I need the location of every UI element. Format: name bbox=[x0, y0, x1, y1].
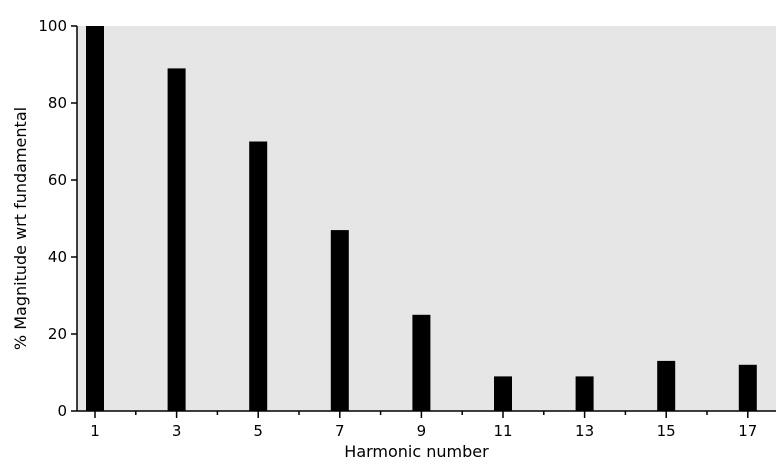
x-tick-label: 3 bbox=[172, 422, 182, 440]
bars bbox=[86, 26, 757, 412]
x-tick-label: 13 bbox=[575, 422, 594, 440]
bar-harmonic-3 bbox=[167, 68, 186, 412]
y-axis-ticks: 0 20 40 60 80 100 bbox=[38, 17, 77, 420]
x-tick-label: 9 bbox=[417, 422, 427, 440]
y-tick-label: 80 bbox=[48, 94, 67, 112]
y-axis-title: % Magnitude wrt fundamental bbox=[11, 107, 30, 350]
bar-harmonic-9 bbox=[412, 314, 431, 412]
bar-harmonic-15 bbox=[657, 360, 676, 411]
x-tick-label: 7 bbox=[335, 422, 345, 440]
x-tick-label: 17 bbox=[738, 422, 757, 440]
bar-harmonic-11 bbox=[494, 376, 512, 411]
y-tick-label: 20 bbox=[48, 325, 67, 343]
x-tick-label: 1 bbox=[90, 422, 100, 440]
x-tick-label: 15 bbox=[657, 422, 676, 440]
x-axis-title: Harmonic number bbox=[344, 442, 489, 461]
y-tick-label: 100 bbox=[38, 17, 67, 35]
x-axis-ticks: 1 3 5 7 9 11 13 15 17 bbox=[90, 411, 757, 440]
y-tick-label: 40 bbox=[48, 248, 67, 266]
x-tick-label: 5 bbox=[253, 422, 263, 440]
x-tick-label: 11 bbox=[493, 422, 512, 440]
y-tick-label: 0 bbox=[57, 402, 67, 420]
bar-harmonic-5 bbox=[249, 141, 268, 411]
bar-harmonic-1 bbox=[86, 26, 104, 411]
bar-harmonic-17 bbox=[738, 364, 757, 411]
y-tick-label: 60 bbox=[48, 171, 67, 189]
bar-harmonic-13 bbox=[575, 376, 594, 411]
bar-harmonic-7 bbox=[330, 230, 349, 411]
